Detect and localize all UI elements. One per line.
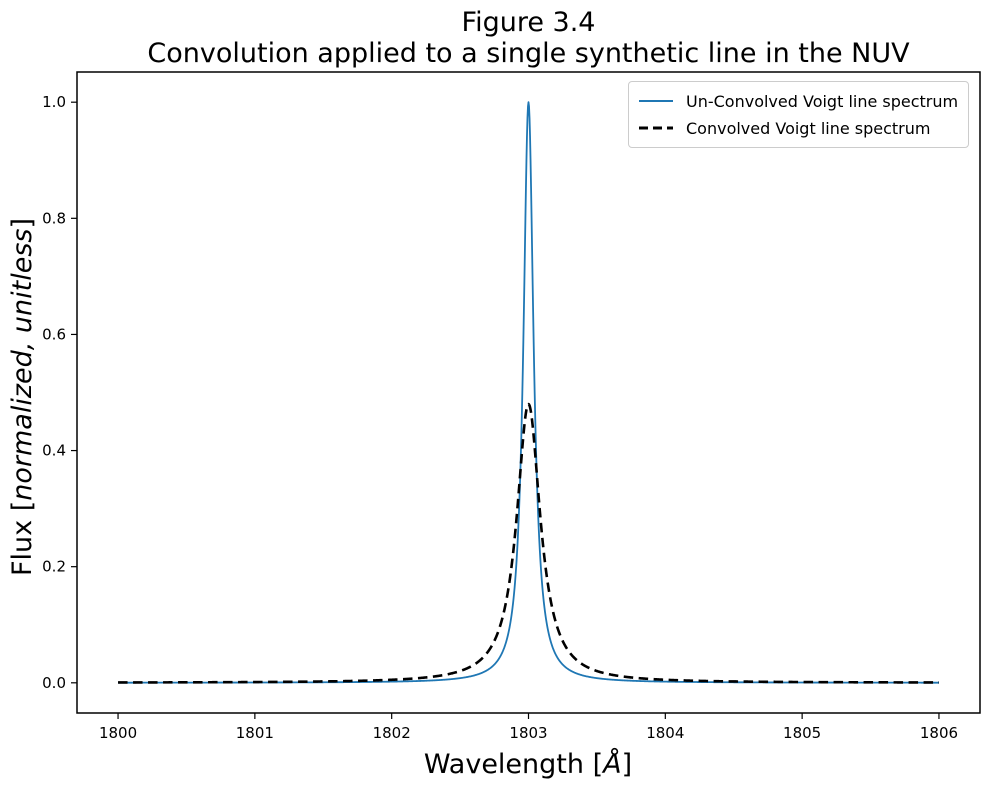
solid-line-sample-icon: [639, 100, 673, 102]
y-tick-label: 0.0: [42, 674, 66, 692]
x-axis-label: Wavelength [Å]: [424, 748, 632, 780]
x-tick-label: 1800: [99, 724, 137, 742]
x-tick-label: 1801: [236, 724, 274, 742]
legend-label-unconvolved: Un-Convolved Voigt line spectrum: [686, 91, 959, 111]
curve-series-1: [117, 402, 940, 684]
y-axis-label-unit: normalized, unitless: [7, 229, 38, 501]
legend-label-convolved: Convolved Voigt line spectrum: [686, 118, 931, 138]
x-tick-label: 1805: [783, 724, 821, 742]
x-tick-label: 1806: [920, 724, 958, 742]
y-tick-label: 0.2: [42, 558, 66, 576]
y-tick-label: 0.6: [42, 325, 66, 343]
x-axis: 1800 1801 1802 1803 1804 1805 1806: [99, 713, 958, 742]
y-axis: 0.0 0.2 0.4 0.6 0.8 1.0: [42, 93, 77, 692]
y-axis-label-prefix: Flux [: [7, 501, 38, 576]
y-tick-label: 0.8: [42, 209, 66, 227]
curve-series-0: [117, 101, 940, 684]
y-tick-label: 0.4: [42, 442, 66, 460]
plot-border: [76, 71, 981, 714]
x-axis-label-suffix: ]: [622, 749, 633, 780]
y-axis-label-suffix: ]: [7, 218, 38, 229]
legend-entry-convolved: Convolved Voigt line spectrum: [638, 115, 958, 141]
chart-title: Figure 3.4 Convolution applied to a sing…: [77, 7, 980, 69]
title-line-1: Figure 3.4: [461, 7, 596, 38]
legend-entry-unconvolved: Un-Convolved Voigt line spectrum: [638, 88, 958, 114]
title-line-2: Convolution applied to a single syntheti…: [147, 38, 910, 69]
x-axis-label-unit: Å: [601, 748, 621, 780]
x-tick-label: 1802: [373, 724, 411, 742]
x-tick-label: 1803: [509, 724, 547, 742]
plot-curves: [117, 101, 940, 684]
y-tick-label: 1.0: [42, 93, 66, 111]
x-axis-label-prefix: Wavelength [: [424, 749, 603, 780]
x-tick-label: 1804: [646, 724, 684, 742]
y-axis-label: Flux [normalized, unitless]: [7, 218, 38, 576]
legend: Un-Convolved Voigt line spectrum Convolv…: [628, 81, 970, 148]
dashed-line-sample-icon: [639, 126, 673, 130]
